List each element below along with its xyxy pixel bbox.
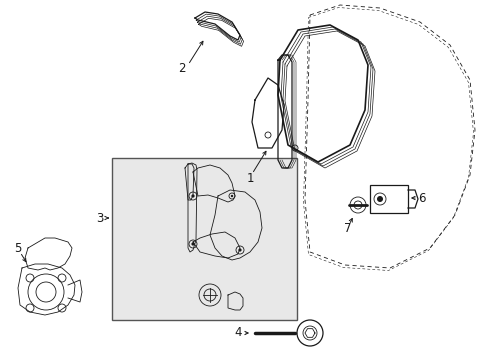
Text: 4: 4	[234, 327, 241, 339]
Text: 5: 5	[14, 242, 21, 255]
Text: 7: 7	[344, 221, 351, 234]
Text: 1: 1	[246, 171, 253, 184]
Text: 2: 2	[178, 62, 185, 75]
Circle shape	[191, 242, 194, 246]
Bar	[112, 158, 296, 320]
Circle shape	[376, 196, 382, 202]
Circle shape	[238, 248, 241, 252]
Bar	[369, 185, 407, 213]
Text: 3: 3	[96, 211, 103, 225]
Circle shape	[230, 195, 233, 197]
Circle shape	[191, 194, 194, 198]
Text: 6: 6	[417, 192, 425, 204]
